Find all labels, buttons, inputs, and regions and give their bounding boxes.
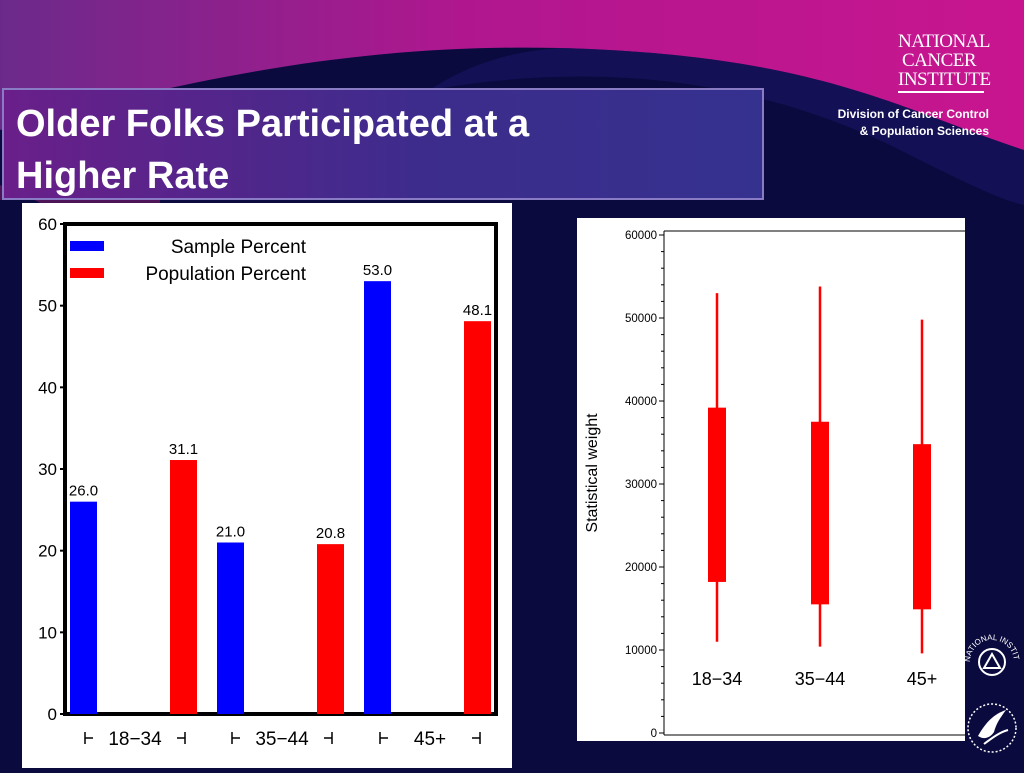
hhs-eagle-icon (967, 703, 1017, 753)
category-bracket (324, 732, 333, 744)
y-tick-label: 20000 (625, 562, 657, 574)
category-bracket (231, 732, 240, 744)
division-line-1: Division of Cancer Control (837, 107, 989, 121)
y-tick-label: 40 (38, 378, 57, 397)
box (708, 407, 726, 582)
y-tick-label: 40000 (625, 396, 657, 408)
bar-chart: 0 10 20 30 40 50 60 26.0 21.0 53.0 31.1 20.8 48.1 Sam… (38, 215, 498, 750)
y-tick-label: 30 (38, 460, 57, 479)
bar (217, 542, 244, 714)
legend-label: Sample Percent (171, 237, 307, 258)
y-tick-label: 10000 (625, 645, 657, 657)
y-tick-label: 50 (38, 297, 57, 316)
bar (317, 544, 344, 714)
y-tick-label: 0 (48, 705, 57, 724)
box-plot: 0 10000 20000 30000 40000 50000 60000 Statistic… (584, 230, 965, 740)
plot-frame (63, 222, 498, 716)
y-tick-label: 10 (38, 623, 57, 642)
bar-value-label: 21.0 (216, 524, 245, 541)
bar-chart-panel: 0 10 20 30 40 50 60 26.0 21.0 53.0 31.1 20.8 48.1 Sam… (22, 203, 512, 768)
box (913, 444, 931, 610)
box-plot-panel: 0 10000 20000 30000 40000 50000 60000 Statistic… (577, 218, 965, 741)
logo-line-1: NATIONAL (898, 31, 991, 52)
nih-seal-icon: NATIONAL INSTITUTES OF HEALTH (962, 628, 1021, 676)
y-tick-label: 60 (38, 215, 57, 234)
x-category-label: 18−34 (692, 669, 743, 689)
legend-label: Population Percent (145, 264, 306, 285)
y-tick-label: 0 (651, 728, 657, 740)
bar (70, 501, 97, 714)
bar-value-label: 20.8 (316, 525, 345, 542)
nci-logo: NATIONAL CANCER INSTITUTE (898, 32, 992, 93)
bar-value-label: 48.1 (463, 302, 492, 319)
title-line-2: Higher Rate (16, 155, 230, 197)
slide-title: Older Folks Participated at a Higher Rat… (16, 98, 529, 202)
category-bracket (177, 732, 186, 744)
division-label: Division of Cancer Control & Population … (792, 106, 989, 140)
x-category-label: 35−44 (795, 669, 846, 689)
bar (170, 460, 197, 714)
logo-line-3: INSTITUTE (898, 70, 991, 93)
bar (464, 321, 491, 714)
seal-text: NATIONAL INSTITUTES OF HEALTH (962, 628, 1021, 662)
x-category-label: 35−44 (255, 729, 309, 750)
title-line-1: Older Folks Participated at a (16, 103, 530, 145)
bar-value-label: 31.1 (169, 441, 198, 458)
division-line-2: & Population Sciences (859, 124, 989, 138)
y-tick-label: 60000 (625, 230, 657, 242)
category-bracket (379, 732, 388, 744)
x-category-label: 45+ (907, 669, 938, 689)
svg-text:NATIONAL INSTITUTES OF HEALTH: NATIONAL INSTITUTES OF HEALTH (962, 628, 1021, 662)
x-category-label: 18−34 (108, 729, 162, 750)
bar-value-label: 26.0 (69, 483, 98, 500)
bar (364, 281, 391, 714)
y-axis-label: Statistical weight (584, 413, 601, 533)
category-bracket (472, 732, 481, 744)
box (811, 421, 829, 605)
category-bracket (84, 732, 93, 744)
x-category-label: 45+ (414, 729, 446, 750)
y-tick-label: 50000 (625, 313, 657, 325)
title-box: Older Folks Participated at a Higher Rat… (2, 88, 764, 200)
legend-swatch (70, 268, 104, 278)
bar-value-label: 53.0 (363, 262, 392, 279)
logo-line-2: CANCER (902, 50, 977, 71)
y-tick-label: 30000 (625, 479, 657, 491)
y-tick-label: 20 (38, 542, 57, 561)
legend-swatch (70, 241, 104, 251)
